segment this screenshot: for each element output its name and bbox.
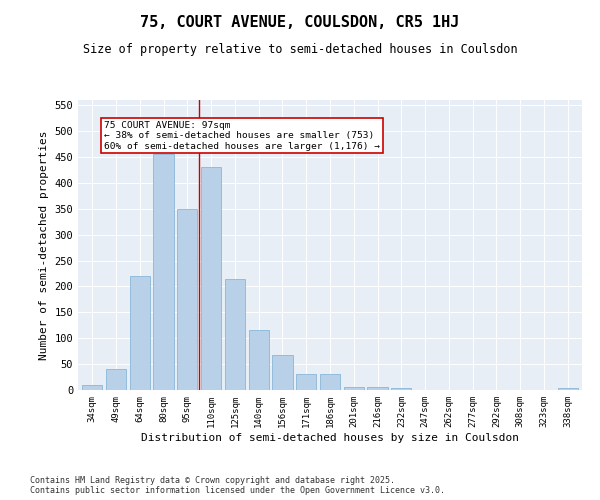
Bar (344, 387, 364, 390)
Bar (106, 370, 126, 390)
Bar (154, 154, 173, 390)
Bar (177, 209, 197, 390)
Bar (130, 276, 150, 390)
Bar (391, 388, 412, 390)
Text: Contains HM Land Registry data © Crown copyright and database right 2025.
Contai: Contains HM Land Registry data © Crown c… (30, 476, 445, 495)
Bar (557, 388, 578, 390)
Bar (248, 330, 269, 390)
Bar (367, 388, 388, 390)
Text: Size of property relative to semi-detached houses in Coulsdon: Size of property relative to semi-detach… (83, 42, 517, 56)
Bar (320, 374, 340, 390)
Bar (201, 168, 221, 390)
Bar (272, 355, 293, 390)
Bar (296, 374, 316, 390)
Text: 75 COURT AVENUE: 97sqm
← 38% of semi-detached houses are smaller (753)
60% of se: 75 COURT AVENUE: 97sqm ← 38% of semi-det… (104, 120, 380, 150)
Y-axis label: Number of semi-detached properties: Number of semi-detached properties (39, 130, 49, 360)
X-axis label: Distribution of semi-detached houses by size in Coulsdon: Distribution of semi-detached houses by … (141, 432, 519, 442)
Bar (225, 278, 245, 390)
Bar (82, 385, 103, 390)
Text: 75, COURT AVENUE, COULSDON, CR5 1HJ: 75, COURT AVENUE, COULSDON, CR5 1HJ (140, 15, 460, 30)
